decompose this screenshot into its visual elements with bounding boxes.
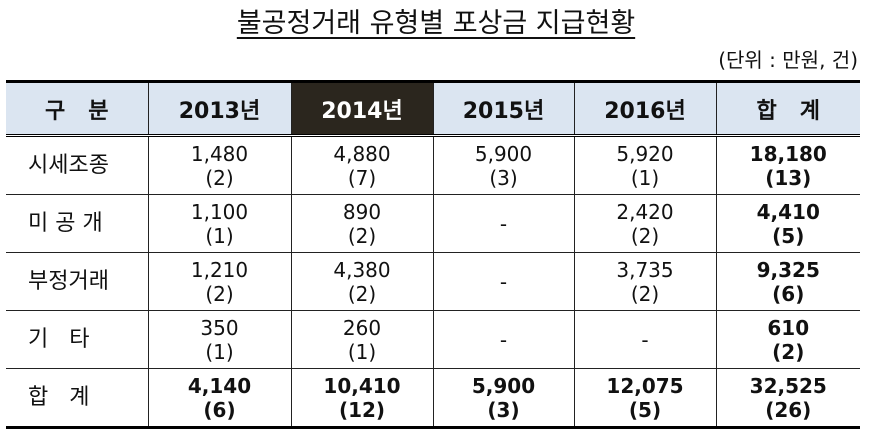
table-cell: 260 (1) [290,310,434,369]
header-year-2016: 2016년 [573,81,717,137]
cell-count: (6) [203,397,236,422]
cell-amount: 890 [342,199,382,224]
header-total: 합 계 [715,81,860,137]
cell-amount: 4,140 [187,373,252,398]
header-year-2015: 2015년 [432,81,575,137]
cell-amount: 350 [200,315,239,340]
table-cell: 1,480 (2) [147,135,292,195]
row-label: 시세조종 [6,135,149,195]
total-row: 합 계 4,140 (6) 10,410 (12) 5,900 (3) 12,075(… [6,368,860,428]
cell-amount: 5,900 [471,373,536,398]
cell-amount: 10,410 [323,373,401,398]
header-category: 구 분 [6,81,149,137]
row-label: 기 타 [6,310,149,369]
table-row: 시세조종 1,480 (2) 4,880 (7) 5,900 (3) 5,920 (1)… [6,135,860,195]
table-row: 기 타 350 (1) 260 (1) - - 610 (2) [6,310,860,369]
table-cell: - [432,310,575,369]
cell-count: (12) [338,397,386,422]
cell-count: (1) [347,339,377,364]
header-year-2014[interactable]: 2014년 [290,80,434,137]
cell-count: (2) [205,165,234,190]
cell-amount: 4,380 [333,257,391,282]
cell-amount: 1,480 [190,141,249,166]
table-cell: 5,900 (3) [432,368,575,428]
table-cell: 4,880 (7) [290,135,434,195]
cell-count: (5) [628,397,662,422]
cell-count: (2) [630,281,660,306]
cell-amount: - [499,269,508,294]
table-cell: 4,380 (2) [290,252,434,311]
table-cell: 1,100 (1) [147,194,292,253]
cell-count: (5) [772,223,805,248]
cell-amount: 610 [767,315,810,340]
table-cell: 350 (1) [147,310,292,369]
cell-amount: 9,325 [756,257,820,282]
cell-count: (2) [772,339,805,364]
cell-amount: 18,180 [749,141,827,166]
cell-count: (26) [765,397,812,422]
cell-amount: 12,075 [606,373,684,398]
cell-count: (13) [765,165,812,190]
row-label: 부정거래 [6,252,149,311]
row-label: 미 공 개 [6,194,149,253]
cell-amount: - [499,211,508,236]
cell-count: (2) [347,281,377,306]
cell-count: (6) [772,281,805,306]
cell-count: (1) [205,339,234,364]
table-cell: 5,920 (1) [573,135,717,195]
cell-count: (7) [347,165,377,190]
cell-amount: 4,410 [756,199,820,224]
table-cell: 4,140 (6) [147,368,292,428]
title-text: 불공정거래 유형별 포상금 지급현황 [236,8,636,39]
table-cell: 2,420 (2) [573,194,717,253]
cell-count: (2) [347,223,377,248]
cell-amount: - [641,327,649,352]
cell-amount: 1,100 [190,199,249,224]
cell-count: (1) [630,165,660,190]
cell-count: (3) [487,397,520,422]
cell-amount: 2,420 [616,199,674,224]
row-total-cell: 9,325 (6) [715,252,860,311]
row-total-cell: 610 (2) [715,310,860,369]
header-year-2013: 2013년 [147,81,292,137]
table-cell: 10,410 (12) [290,368,434,428]
table-cell: 3,735 (2) [573,252,717,311]
table-row: 부정거래 1,210 (2) 4,380 (2) - 3,735 (2) 9,325(… [6,252,860,311]
table-cell: - [573,310,717,369]
cell-count: (3) [489,165,518,190]
row-label: 합 계 [6,368,149,428]
grand-total-cell: 32,525 (26) [715,368,860,428]
cell-count: (1) [205,223,234,248]
cell-amount: 5,900 [474,141,533,166]
reward-table: 구 분 2013년 2014년 2015년 2016년 합 계 시세조종 1,4… [6,80,860,429]
cell-count: (2) [205,281,234,306]
table-cell: 1,210 (2) [147,252,292,311]
cell-amount: - [499,327,508,352]
table-cell: - [432,194,575,253]
cell-amount: 260 [342,315,382,340]
cell-count: (2) [630,223,660,248]
table-cell: 890 (2) [290,194,434,253]
cell-amount: 32,525 [749,373,827,398]
table-row: 미 공 개 1,100 (1) 890 (2) - 2,420 (2) 4,410 (5… [6,194,860,253]
unit-note: (단위 : 만원, 건) [718,48,858,72]
cell-amount: 5,920 [616,141,674,166]
page-title: 불공정거래 유형별 포상금 지급현황 [0,4,872,44]
cell-amount: 3,735 [616,257,674,282]
table-cell: 12,075 (5) [573,368,717,428]
table-cell: 5,900 (3) [432,135,575,195]
row-total-cell: 4,410 (5) [715,194,860,253]
row-total-cell: 18,180 (13) [715,135,860,195]
cell-amount: 1,210 [190,257,249,282]
table-cell: - [432,252,575,311]
header-row: 구 분 2013년 2014년 2015년 2016년 합 계 [6,80,860,137]
cell-amount: 4,880 [333,141,391,166]
